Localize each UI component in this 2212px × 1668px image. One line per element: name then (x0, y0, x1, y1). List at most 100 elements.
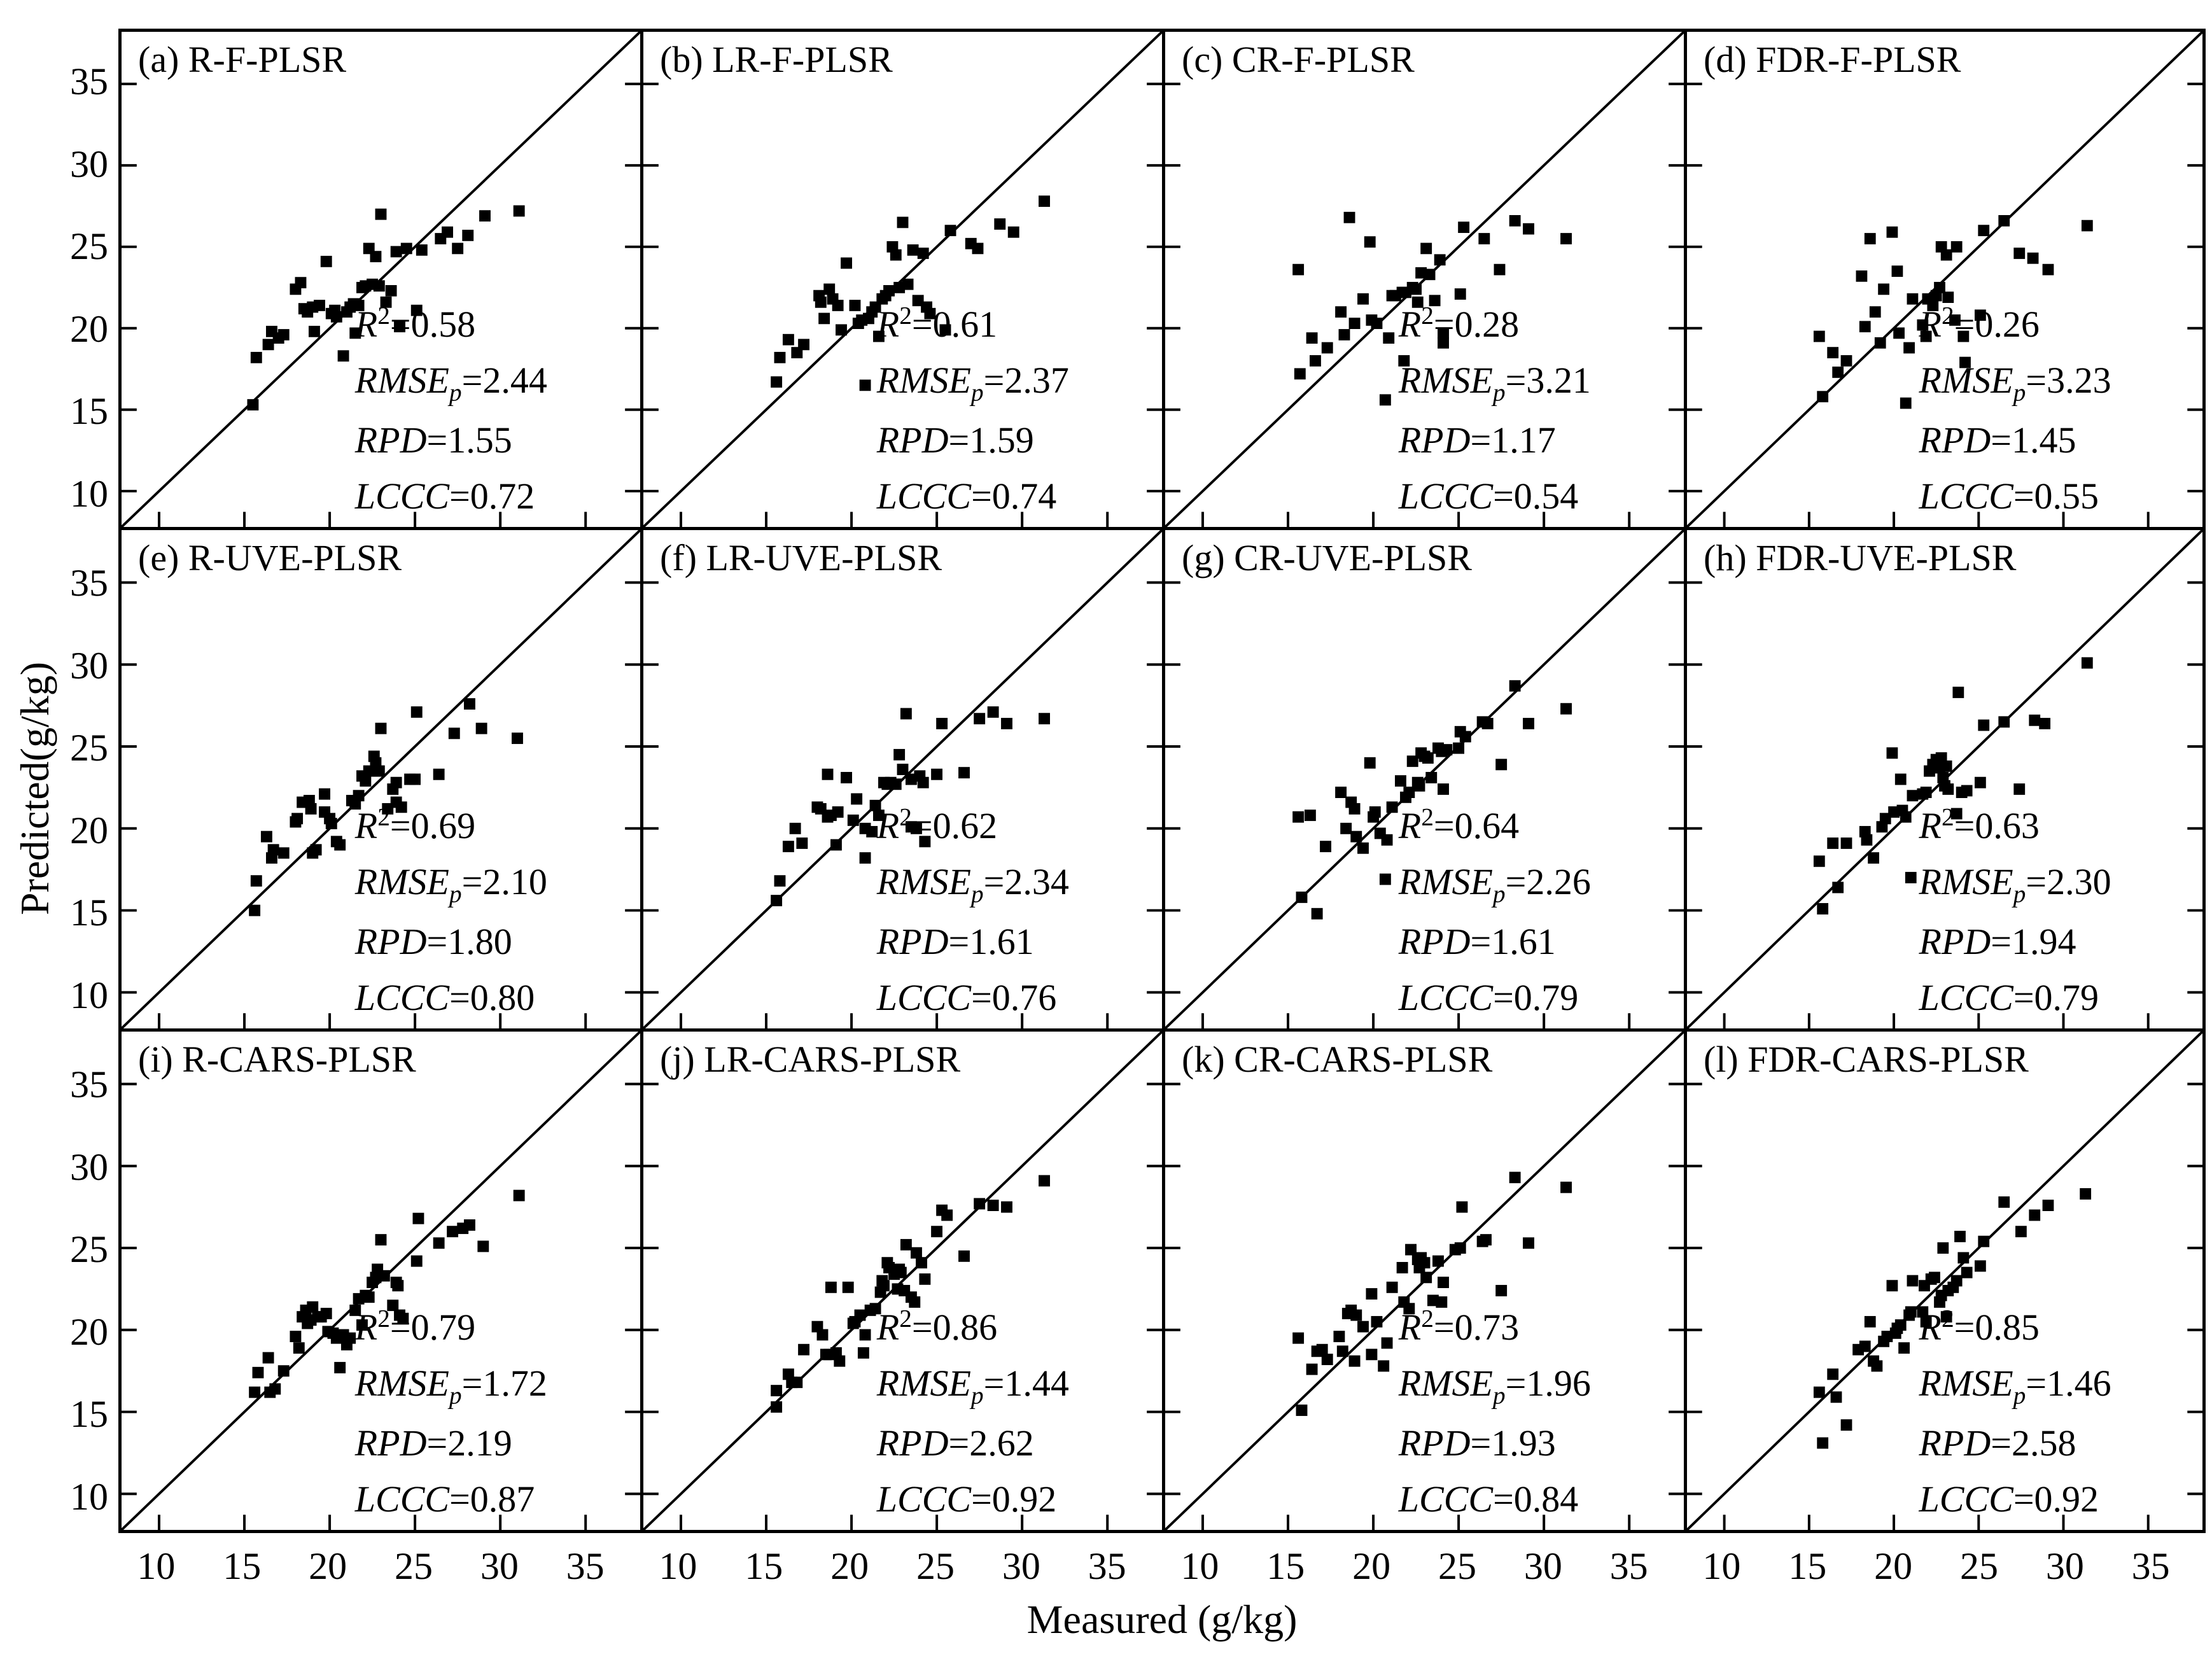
data-point (1894, 773, 1907, 785)
data-point (1480, 1234, 1492, 1246)
data-point (409, 773, 421, 785)
data-point (1840, 355, 1852, 367)
stat-lccc: LCCC=0.87 (354, 1478, 535, 1520)
data-point (512, 732, 523, 745)
identity-line (643, 530, 1162, 1028)
data-point (1394, 775, 1406, 787)
data-point (1832, 881, 1844, 894)
data-point (1813, 330, 1825, 342)
x-tick-label: 10 (137, 1545, 176, 1587)
stat-rpd: RPD=1.93 (1398, 1422, 1556, 1464)
data-point (836, 324, 847, 336)
data-point (1907, 790, 1919, 802)
data-point (1920, 1315, 1932, 1328)
data-point (452, 242, 464, 255)
data-point (1321, 1354, 1333, 1366)
data-point (267, 844, 279, 856)
data-point (1817, 391, 1829, 403)
data-point (823, 283, 836, 295)
data-point (832, 300, 844, 311)
stat-rmsep: RMSEp=3.21 (1398, 360, 1591, 407)
data-point (442, 226, 454, 238)
data-point (462, 230, 474, 241)
data-point (1333, 1331, 1345, 1342)
data-point (1411, 296, 1424, 308)
data-point (320, 1308, 332, 1319)
data-point (1366, 1349, 1378, 1361)
data-point (319, 788, 330, 800)
data-point (1379, 873, 1391, 885)
panel-plot (1165, 32, 1684, 527)
data-point (1343, 211, 1355, 223)
data-point (878, 1280, 890, 1292)
data-point (249, 904, 261, 916)
data-point (832, 806, 844, 818)
data-point (974, 713, 986, 725)
data-point (1403, 1303, 1415, 1315)
panel-stats: R2=0.86 RMSEp=1.44 RPD=2.62 LCCC=0.92 (877, 1300, 1069, 1527)
data-point (1917, 1306, 1929, 1318)
data-point (412, 1212, 424, 1224)
data-point (410, 706, 423, 718)
data-point (893, 281, 906, 293)
data-point (277, 847, 290, 859)
data-point (385, 284, 397, 297)
stat-rmsep: RMSEp=2.34 (876, 861, 1069, 908)
data-point (1864, 233, 1876, 244)
stat-rpd: RPD=1.45 (1919, 419, 2076, 461)
panel-title: (j) LR-CARS-PLSR (660, 1039, 961, 1080)
data-point (1937, 1242, 1949, 1254)
data-point (395, 801, 407, 813)
scatter-panel-g: (g) CR-UVE-PLSR R2=0.64 RMSEp=2.26 RPD=1.61… (1162, 530, 1684, 1032)
data-point (1403, 787, 1415, 799)
scatter-panel-i: (i) R-CARS-PLSR R2=0.79 RMSEp=1.72 RPD=2.19… (118, 1032, 640, 1533)
stat-lccc: LCCC=0.92 (876, 1478, 1057, 1520)
y-tick-label: 35 (70, 561, 108, 604)
data-point (939, 324, 951, 336)
data-point (1871, 1360, 1883, 1372)
y-tick-label: 30 (70, 1146, 108, 1188)
panel-plot (1165, 530, 1684, 1028)
data-point (1371, 318, 1383, 329)
stat-rpd: RPD=2.62 (876, 1422, 1034, 1464)
data-point (334, 839, 346, 851)
data-point (400, 242, 412, 255)
x-tick-label: 35 (1609, 1545, 1648, 1587)
data-point (1348, 318, 1361, 329)
data-point (771, 1401, 783, 1413)
data-point (1427, 1294, 1439, 1307)
data-point (375, 1234, 387, 1246)
data-point (463, 1219, 475, 1231)
data-point (1961, 1266, 1973, 1279)
data-point (1410, 283, 1422, 295)
data-point (834, 1355, 846, 1367)
data-point (373, 765, 385, 777)
data-point (1998, 214, 2010, 227)
stat-r2: R2=0.73 (1398, 1304, 1520, 1348)
y-tick-label: 30 (70, 143, 108, 185)
data-point (1039, 1175, 1050, 1187)
data-point (1321, 342, 1333, 354)
y-tick-label: 30 (70, 644, 108, 687)
data-point (1856, 270, 1868, 282)
data-point (1942, 783, 1954, 795)
panel-plot (1687, 32, 2202, 527)
data-point (337, 350, 349, 362)
data-point (1320, 841, 1331, 853)
data-point (448, 727, 460, 739)
data-point (869, 799, 881, 811)
data-point (250, 875, 262, 887)
data-point (513, 205, 525, 217)
x-tick-label: 25 (394, 1545, 433, 1587)
data-point (907, 244, 919, 256)
data-point (1481, 718, 1494, 729)
data-point (513, 1189, 525, 1202)
stat-rmsep: RMSEp=1.72 (354, 1363, 547, 1410)
stat-lccc: LCCC=0.76 (876, 976, 1057, 1018)
stat-lccc: LCCC=0.55 (1919, 475, 2099, 517)
x-tick-label: 25 (1959, 1545, 1998, 1587)
data-point (994, 218, 1006, 230)
data-point (791, 1377, 803, 1389)
x-tick-label: 35 (1088, 1545, 1126, 1587)
data-point (815, 296, 827, 308)
